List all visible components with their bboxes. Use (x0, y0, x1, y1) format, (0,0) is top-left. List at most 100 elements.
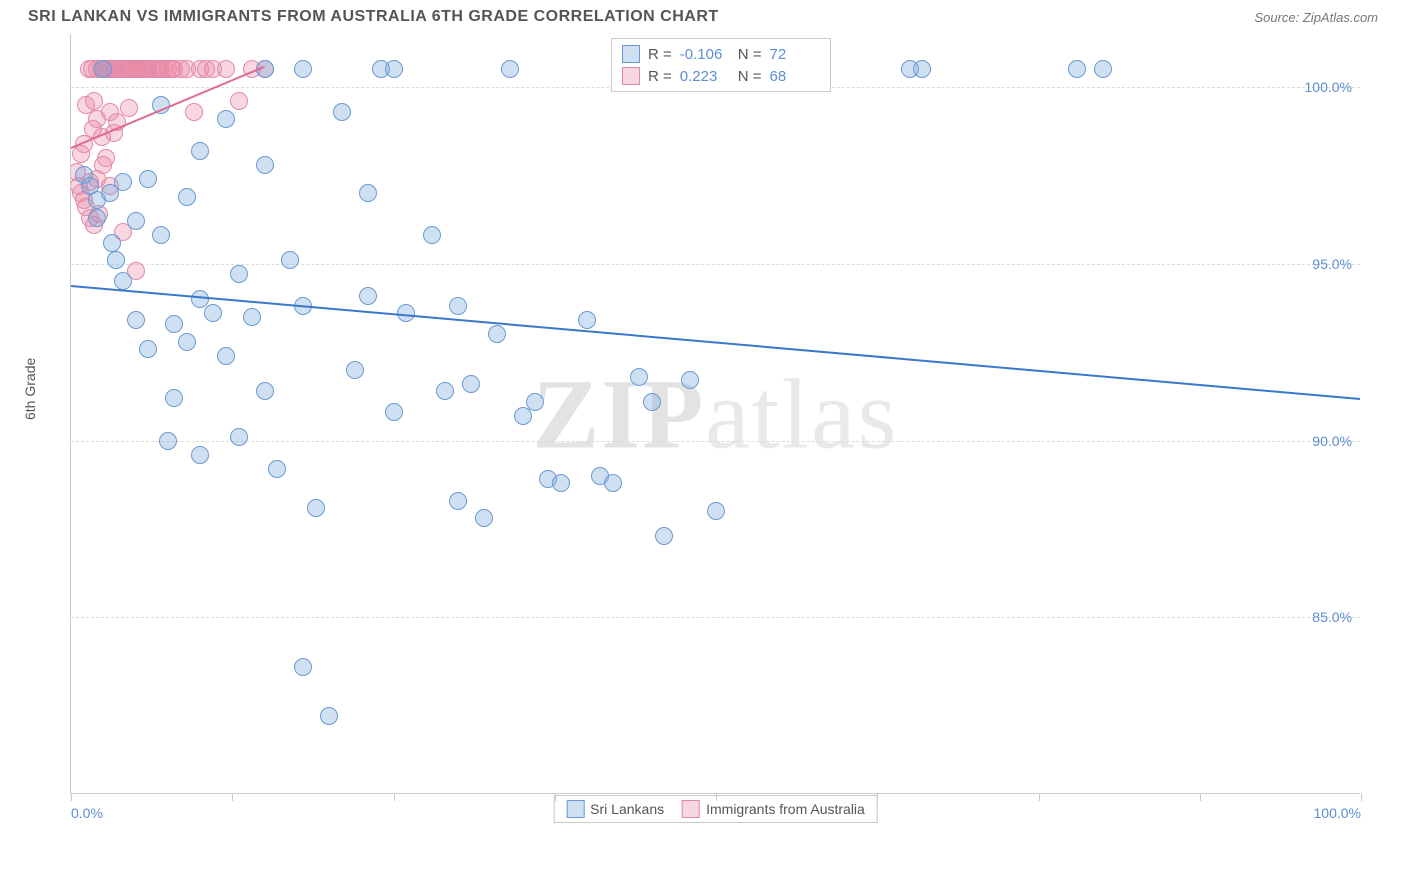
data-point (1094, 60, 1112, 78)
data-point (488, 325, 506, 343)
data-point (385, 60, 403, 78)
plot-inner: ZIPatlas 85.0% 90.0% 95.0% 100.0% (71, 34, 1360, 793)
data-point (475, 509, 493, 527)
data-point (191, 142, 209, 160)
legend-item: Immigrants from Australia (682, 800, 865, 818)
watermark-part2: atlas (705, 358, 898, 469)
series-swatch (622, 45, 640, 63)
data-point (436, 382, 454, 400)
legend-swatch (566, 800, 584, 818)
data-point (230, 265, 248, 283)
data-point (204, 304, 222, 322)
data-point (120, 99, 138, 117)
stat-r-label: R = (648, 68, 672, 85)
legend-label: Sri Lankans (590, 801, 664, 817)
watermark: ZIPatlas (533, 356, 899, 471)
x-tick (555, 793, 556, 801)
data-point (359, 287, 377, 305)
data-point (230, 428, 248, 446)
data-point (385, 403, 403, 421)
data-point (359, 184, 377, 202)
data-point (243, 308, 261, 326)
legend-label: Immigrants from Australia (706, 801, 865, 817)
data-point (165, 389, 183, 407)
stat-n-value: 68 (770, 68, 820, 85)
gridline (71, 441, 1360, 442)
data-point (643, 393, 661, 411)
plot-area: ZIPatlas 85.0% 90.0% 95.0% 100.0% R = -0.106… (70, 34, 1360, 794)
data-point (423, 226, 441, 244)
data-point (139, 340, 157, 358)
data-point (604, 474, 622, 492)
legend-item: Sri Lankans (566, 800, 664, 818)
y-tick-label: 95.0% (1312, 256, 1352, 272)
gridline (71, 264, 1360, 265)
x-tick (232, 793, 233, 801)
y-tick-label: 85.0% (1312, 609, 1352, 625)
data-point (320, 707, 338, 725)
data-point (307, 499, 325, 517)
data-point (655, 527, 673, 545)
data-point (913, 60, 931, 78)
x-tick (716, 793, 717, 801)
data-point (178, 188, 196, 206)
data-point (165, 315, 183, 333)
y-tick-label: 90.0% (1312, 433, 1352, 449)
data-point (333, 103, 351, 121)
data-point (230, 92, 248, 110)
data-point (256, 382, 274, 400)
data-point (294, 60, 312, 78)
data-point (103, 234, 121, 252)
title-bar: SRI LANKAN VS IMMIGRANTS FROM AUSTRALIA … (0, 0, 1406, 30)
stats-row: R = -0.106 N = 72 (622, 43, 820, 65)
data-point (159, 432, 177, 450)
stat-r-value: -0.106 (680, 46, 730, 63)
data-point (114, 173, 132, 191)
stat-n-label: N = (738, 46, 762, 63)
chart-title: SRI LANKAN VS IMMIGRANTS FROM AUSTRALIA … (28, 8, 719, 26)
data-point (268, 460, 286, 478)
x-tick (394, 793, 395, 801)
data-point (707, 502, 725, 520)
data-point (501, 60, 519, 78)
stat-n-value: 72 (770, 46, 820, 63)
data-point (552, 474, 570, 492)
data-point (630, 368, 648, 386)
data-point (185, 103, 203, 121)
data-point (578, 311, 596, 329)
x-tick-label: 100.0% (1314, 805, 1361, 821)
data-point (139, 170, 157, 188)
y-axis-title: 6th Grade (22, 358, 38, 420)
stats-row: R =0.223N =68 (622, 65, 820, 87)
data-point (462, 375, 480, 393)
x-tick (877, 793, 878, 801)
data-point (94, 60, 112, 78)
stat-n-label: N = (738, 68, 762, 85)
data-point (178, 333, 196, 351)
data-point (449, 297, 467, 315)
data-point (191, 446, 209, 464)
data-point (127, 311, 145, 329)
data-point (127, 212, 145, 230)
x-tick (1200, 793, 1201, 801)
x-tick (71, 793, 72, 801)
data-point (88, 209, 106, 227)
x-tick-label: 0.0% (71, 805, 103, 821)
data-point (281, 251, 299, 269)
data-point (217, 347, 235, 365)
data-point (346, 361, 364, 379)
series-swatch (622, 67, 640, 85)
data-point (217, 110, 235, 128)
data-point (526, 393, 544, 411)
stats-box: R =-0.106N =72R =0.223N =68 (611, 38, 831, 92)
source-label: Source: ZipAtlas.com (1254, 10, 1378, 25)
stat-r-label: R = (648, 46, 672, 63)
watermark-part1: ZIP (533, 358, 706, 469)
data-point (449, 492, 467, 510)
gridline (71, 617, 1360, 618)
data-point (256, 156, 274, 174)
y-tick-label: 100.0% (1305, 79, 1352, 95)
data-point (294, 658, 312, 676)
data-point (107, 251, 125, 269)
data-point (681, 371, 699, 389)
